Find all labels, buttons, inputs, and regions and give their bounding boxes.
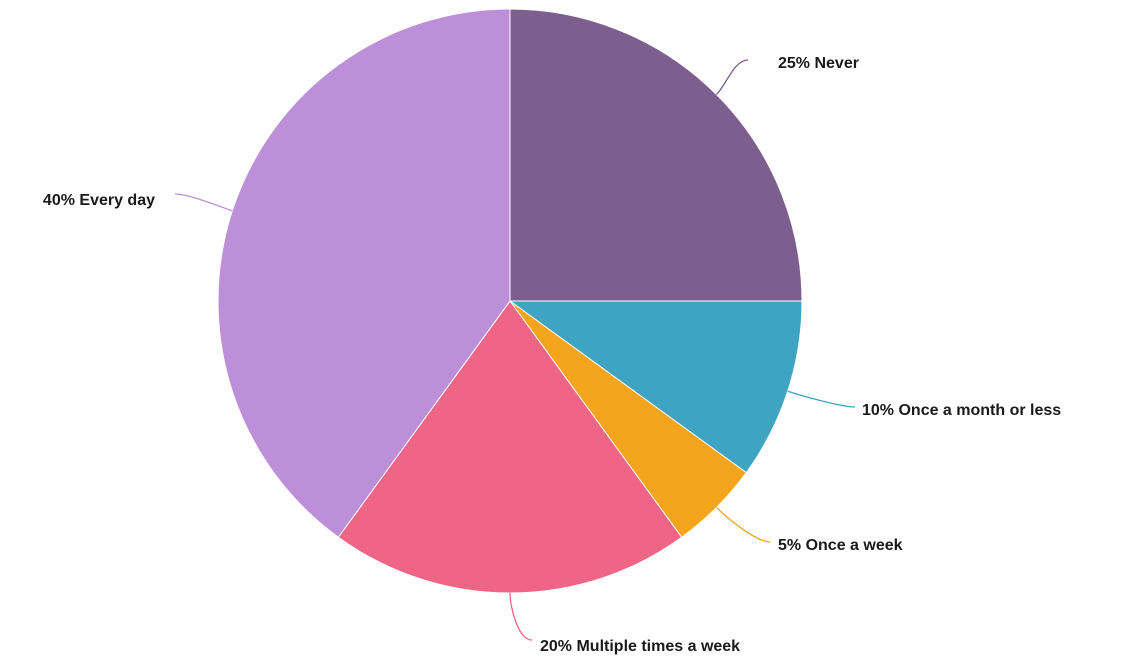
leader-line-40-every-day — [174, 193, 233, 212]
pie-slice-40-every-day — [217, 8, 511, 538]
pie-slices — [217, 8, 803, 594]
leader-line-25-never — [716, 59, 749, 95]
pie-slice-20-multiple-times-a-week — [337, 300, 683, 594]
leader-lines — [174, 59, 856, 641]
slice-label-25-never: 25% Never — [778, 55, 859, 72]
pie-slice-10-once-a-month-or-less — [508, 300, 803, 474]
leader-line-20-multiple-times-a-week — [509, 592, 533, 641]
slice-label-10-once-a-month-or-less: 10% Once a month or less — [862, 402, 1061, 419]
leader-line-5-once-a-week — [716, 507, 771, 543]
slice-label-20-multiple-times-a-week: 20% Multiple times a week — [540, 638, 740, 655]
leader-line-10-once-a-month-or-less — [787, 390, 856, 408]
pie-slice-25-never — [509, 8, 803, 302]
slice-label-5-once-a-week: 5% Once a week — [778, 537, 903, 554]
slice-label-40-every-day: 40% Every day — [43, 192, 155, 209]
slice-labels: 25% Never 10% Once a month or less 5% Once… — [43, 55, 1061, 655]
